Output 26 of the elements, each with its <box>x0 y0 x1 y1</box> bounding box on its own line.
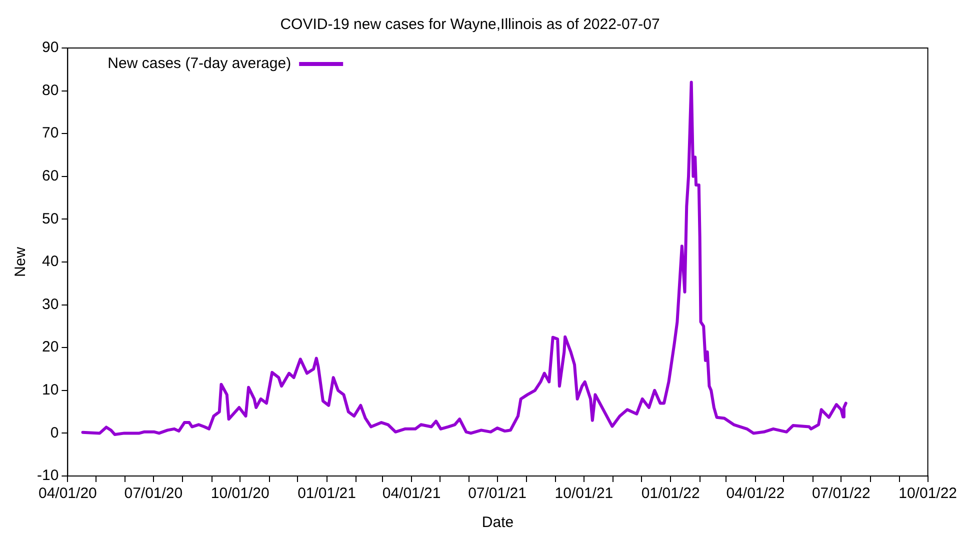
x-tick-label: 07/01/21 <box>468 485 526 502</box>
y-tick-label: 20 <box>42 338 59 356</box>
x-tick-label: 07/01/22 <box>812 485 870 502</box>
x-tick-label: 10/01/20 <box>210 485 270 502</box>
chart-title: COVID-19 new cases for Wayne,Illinois as of 2022-07-07 <box>280 16 660 34</box>
x-tick-label: 04/01/20 <box>38 485 97 502</box>
y-tick-label: -10 <box>36 467 59 484</box>
y-tick-label: 80 <box>42 82 59 99</box>
x-tick-label: 01/01/22 <box>641 485 700 502</box>
x-tick-label: 10/01/21 <box>554 485 614 502</box>
x-tick-label: 10/01/22 <box>898 485 957 502</box>
x-tick-label: 04/01/21 <box>382 485 441 502</box>
y-tick-label: 50 <box>42 210 59 228</box>
x-tick-label: 01/01/21 <box>298 485 356 502</box>
y-tick-label: 10 <box>42 382 59 399</box>
x-axis-title: Date <box>482 514 514 532</box>
y-tick-label: 70 <box>42 124 59 142</box>
y-axis-title: New <box>12 246 30 278</box>
y-tick-label: 40 <box>42 253 59 270</box>
y-tick-label: 0 <box>50 424 59 442</box>
y-tick-label: 60 <box>42 168 59 185</box>
x-tick-label: 07/01/20 <box>124 485 183 502</box>
x-tick-label: 04/01/22 <box>726 485 785 502</box>
legend-label: New cases (7-day average) <box>108 55 292 72</box>
y-tick-label: 90 <box>42 39 59 56</box>
y-tick-label: 30 <box>42 296 59 313</box>
